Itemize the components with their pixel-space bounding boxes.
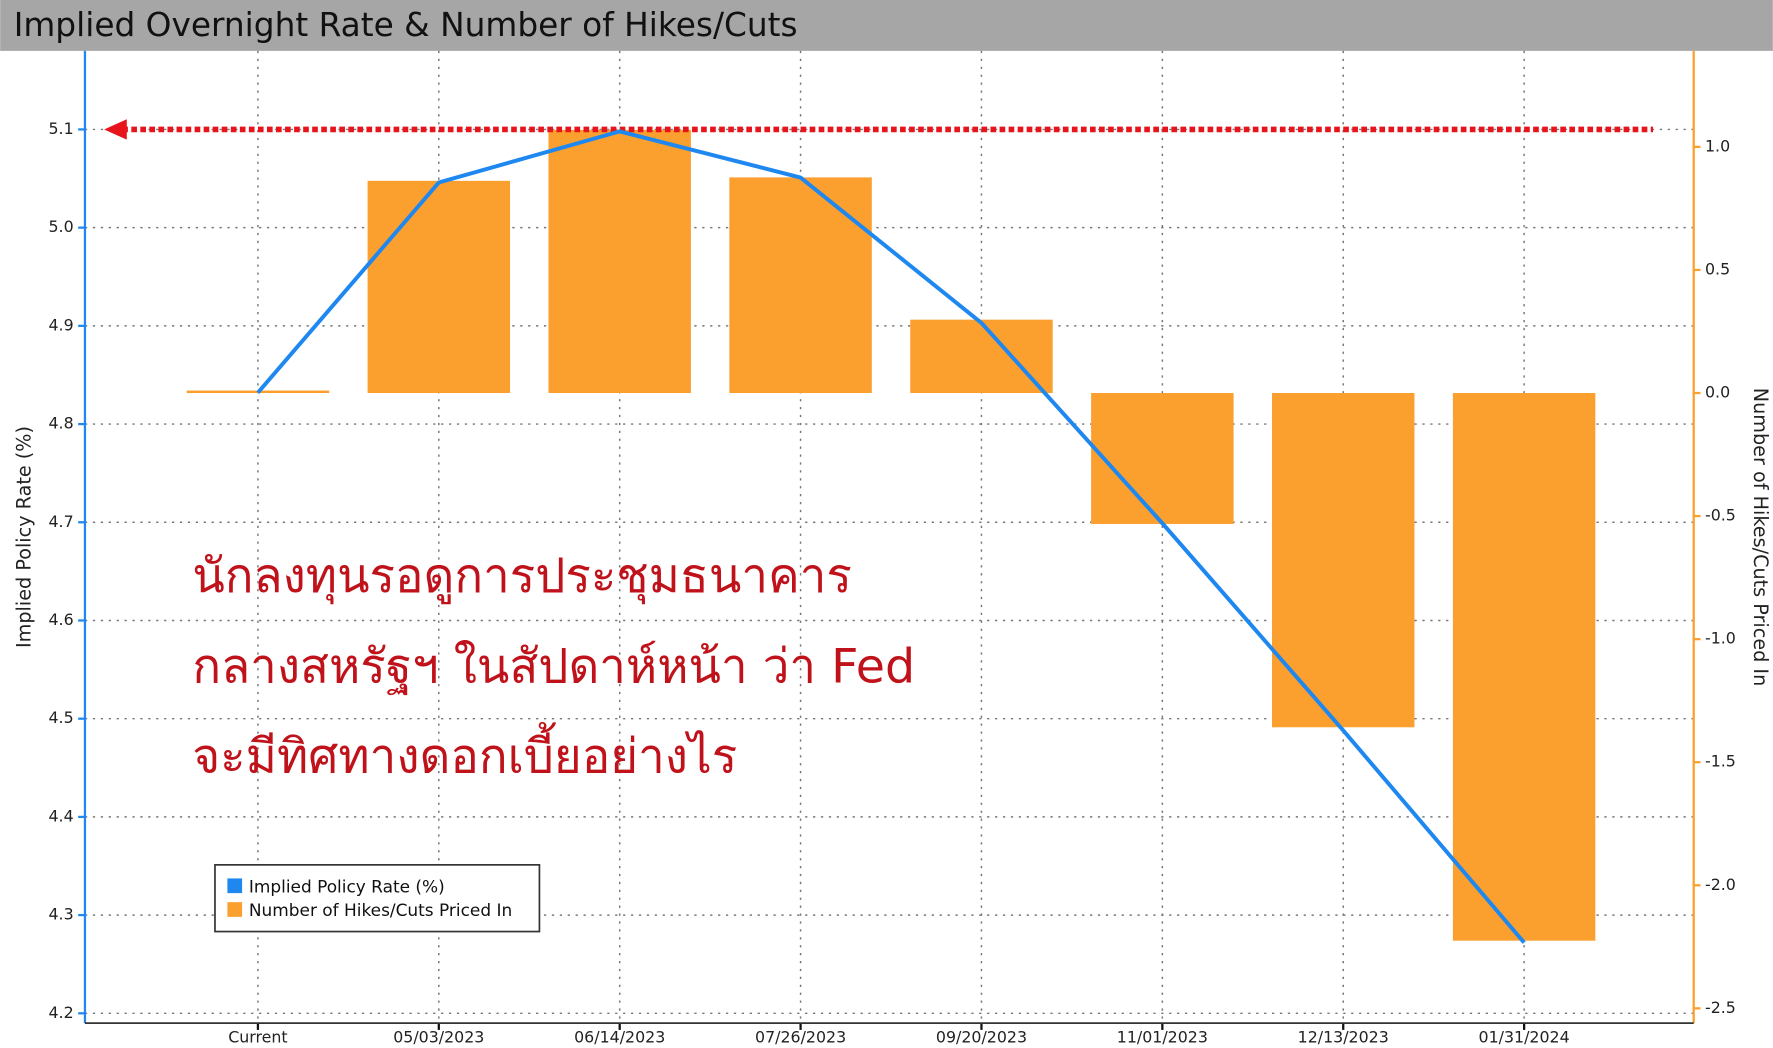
y-tick-label: 4.7	[48, 512, 73, 531]
x-tick-label: 12/13/2023	[1298, 1027, 1389, 1046]
title-bar	[0, 0, 1773, 51]
legend-label: Number of Hikes/Cuts Priced In	[249, 900, 512, 920]
y-axis-label: Implied Policy Rate (%)	[13, 426, 36, 648]
annotation: กลางสหรัฐฯ ในสัปดาห์หน้า ว่า Fed	[192, 639, 915, 694]
bar	[910, 319, 1053, 394]
y-tick-label: 4.3	[48, 905, 73, 924]
y-tick-label: 5.1	[48, 119, 73, 138]
y-tick-label: 5.0	[48, 217, 73, 236]
chart-title: Implied Overnight Rate & Number of Hikes…	[14, 6, 798, 44]
bar	[1272, 393, 1415, 728]
bar	[729, 177, 872, 394]
x-tick-label: 05/03/2023	[393, 1027, 484, 1046]
y2-tick-label: 0.0	[1705, 383, 1730, 402]
bar	[1091, 393, 1234, 524]
y2-tick-label: -2.5	[1705, 998, 1736, 1017]
reference-arrow	[104, 119, 127, 140]
y-tick-label: 4.4	[48, 806, 73, 825]
x-tick-label: 07/26/2023	[755, 1027, 846, 1046]
bar	[548, 129, 691, 394]
y2-tick-label: 0.5	[1705, 259, 1730, 278]
legend-box	[214, 864, 541, 933]
y-tick-label: 4.2	[48, 1003, 73, 1022]
y2-tick-label: -0.5	[1705, 506, 1736, 525]
bar	[1452, 393, 1596, 941]
x-tick-label: 09/20/2023	[936, 1027, 1027, 1046]
y-tick-label: 4.6	[48, 610, 73, 629]
bar	[367, 180, 511, 394]
legend-swatch	[227, 878, 243, 894]
y2-tick-label: 1.0	[1705, 136, 1730, 155]
x-tick-label: 11/01/2023	[1117, 1027, 1208, 1046]
annotation: นักลงทุนรอดูการประชุมธนาคาร	[192, 549, 852, 605]
x-tick-label: Current	[228, 1027, 287, 1046]
x-tick-label: 06/14/2023	[574, 1027, 665, 1046]
y2-tick-label: -1.0	[1705, 629, 1736, 648]
x-tick-label: 01/31/2024	[1479, 1027, 1570, 1046]
y-tick-label: 4.5	[48, 708, 73, 727]
annotation: จะมีทิศทางดอกเบี้ยอย่างไร	[192, 722, 737, 785]
y2-tick-label: -1.5	[1705, 752, 1736, 771]
legend-label: Implied Policy Rate (%)	[249, 876, 445, 896]
y-tick-label: 4.8	[48, 414, 73, 433]
line	[256, 129, 1526, 944]
y2-tick-label: -2.0	[1705, 875, 1736, 894]
y2-axis-label: Number of Hikes/Cuts Priced In	[1749, 388, 1772, 687]
y-tick-label: 4.9	[48, 315, 73, 334]
legend-swatch	[227, 902, 243, 917]
